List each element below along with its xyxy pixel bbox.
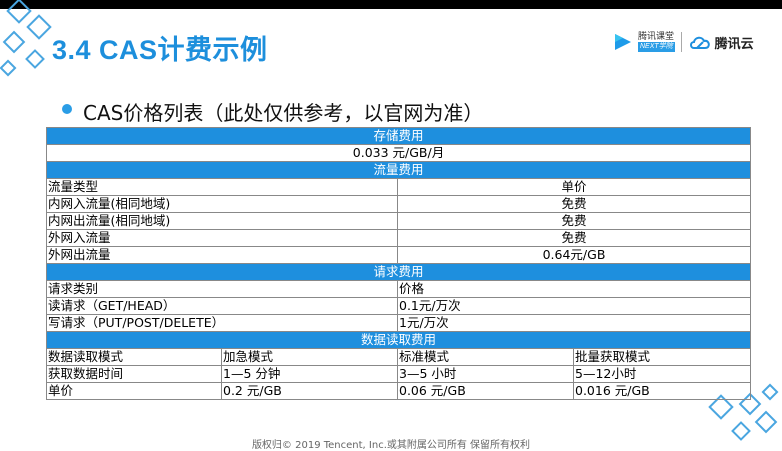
tencent-class-name: 腾讯课堂	[638, 32, 675, 42]
column-header: 价格	[396, 280, 752, 298]
table-row: 流量类型 单价	[46, 178, 752, 196]
table-cell: 免费	[396, 212, 752, 230]
table-cell: 读请求（GET/HEAD）	[46, 297, 398, 315]
tencent-cloud-icon	[689, 36, 710, 49]
table-cell: 内网入流量(相同地域)	[46, 195, 398, 213]
column-header: 流量类型	[46, 178, 398, 196]
cas-price-table: 存储费用 0.033 元/GB/月 流量费用 流量类型 单价 内网入流量(相同地…	[45, 127, 752, 400]
table-cell: 1—5 分钟	[221, 365, 398, 383]
table-cell: 免费	[396, 195, 752, 213]
section-title: 请求费用	[45, 263, 752, 281]
logo-group: 腾讯课堂 NEXT学院 腾讯云	[612, 30, 754, 54]
table-cell: 0.06 元/GB	[397, 382, 574, 400]
tencent-cloud-name: 腾讯云	[714, 36, 754, 52]
slide-subtitle: CAS价格列表（此处仅供参考，以官网为准）	[83, 101, 484, 125]
table-cell: 外网入流量	[46, 229, 398, 247]
section-title: 数据读取费用	[45, 331, 752, 349]
table-cell: 写请求（PUT/POST/DELETE）	[46, 314, 398, 332]
column-header: 单价	[396, 178, 752, 196]
column-header: 标准模式	[397, 348, 574, 366]
table-row: 内网出流量(相同地域) 免费	[46, 212, 752, 230]
column-header: 加急模式	[221, 348, 398, 366]
table-row: 数据读取模式 加急模式 标准模式 批量获取模式	[46, 348, 752, 366]
section-header-storage: 存储费用	[45, 127, 752, 145]
section-header-retrieval: 数据读取费用	[45, 331, 752, 349]
table-cell: 获取数据时间	[46, 365, 222, 383]
copyright-footer: 版权归© 2019 Tencent, Inc.或其附属公司所有 保留所有权利	[251, 440, 531, 451]
tencent-class-logo: 腾讯课堂 NEXT学院	[612, 31, 675, 53]
table-cell: 单价	[46, 382, 222, 400]
storage-price: 0.033 元/GB/月	[45, 144, 752, 162]
table-row: 读请求（GET/HEAD） 0.1元/万次	[46, 297, 752, 315]
table-row: 外网出流量 0.64元/GB	[46, 246, 752, 264]
table-cell: 外网出流量	[46, 246, 398, 264]
section-title: 存储费用	[45, 127, 752, 145]
table-row: 写请求（PUT/POST/DELETE） 1元/万次	[46, 314, 752, 332]
section-header-request: 请求费用	[45, 263, 752, 281]
table-cell: 1元/万次	[396, 314, 752, 332]
section-header-traffic: 流量费用	[45, 161, 752, 179]
table-row: 内网入流量(相同地域) 免费	[46, 195, 752, 213]
column-header: 批量获取模式	[572, 348, 752, 366]
logo-divider	[680, 32, 682, 52]
table-cell: 0.016 元/GB	[572, 382, 752, 400]
section-title: 流量费用	[45, 161, 752, 179]
column-header: 数据读取模式	[46, 348, 222, 366]
tencent-class-play-icon	[615, 34, 631, 50]
table-row: 0.033 元/GB/月	[45, 144, 752, 162]
slide-title: 3.4 CAS计费示例	[52, 35, 268, 65]
table-row: 单价 0.2 元/GB 0.06 元/GB 0.016 元/GB	[46, 382, 752, 400]
column-header: 请求类别	[46, 280, 398, 298]
top-black-bar	[0, 0, 782, 9]
table-row: 请求类别 价格	[46, 280, 752, 298]
table-cell: 0.64元/GB	[396, 246, 752, 264]
bullet-dot	[62, 104, 72, 114]
tencent-cloud-logo: 腾讯云	[688, 33, 754, 52]
table-row: 获取数据时间 1—5 分钟 3—5 小时 5—12小时	[46, 365, 752, 383]
table-cell: 3—5 小时	[397, 365, 574, 383]
table-cell: 5—12小时	[572, 365, 752, 383]
table-cell: 内网出流量(相同地域)	[46, 212, 398, 230]
table-cell: 0.1元/万次	[396, 297, 752, 315]
table-row: 外网入流量 免费	[46, 229, 752, 247]
table-cell: 0.2 元/GB	[221, 382, 398, 400]
table-cell: 免费	[396, 229, 752, 247]
tencent-class-sub: NEXT学院	[638, 42, 675, 52]
